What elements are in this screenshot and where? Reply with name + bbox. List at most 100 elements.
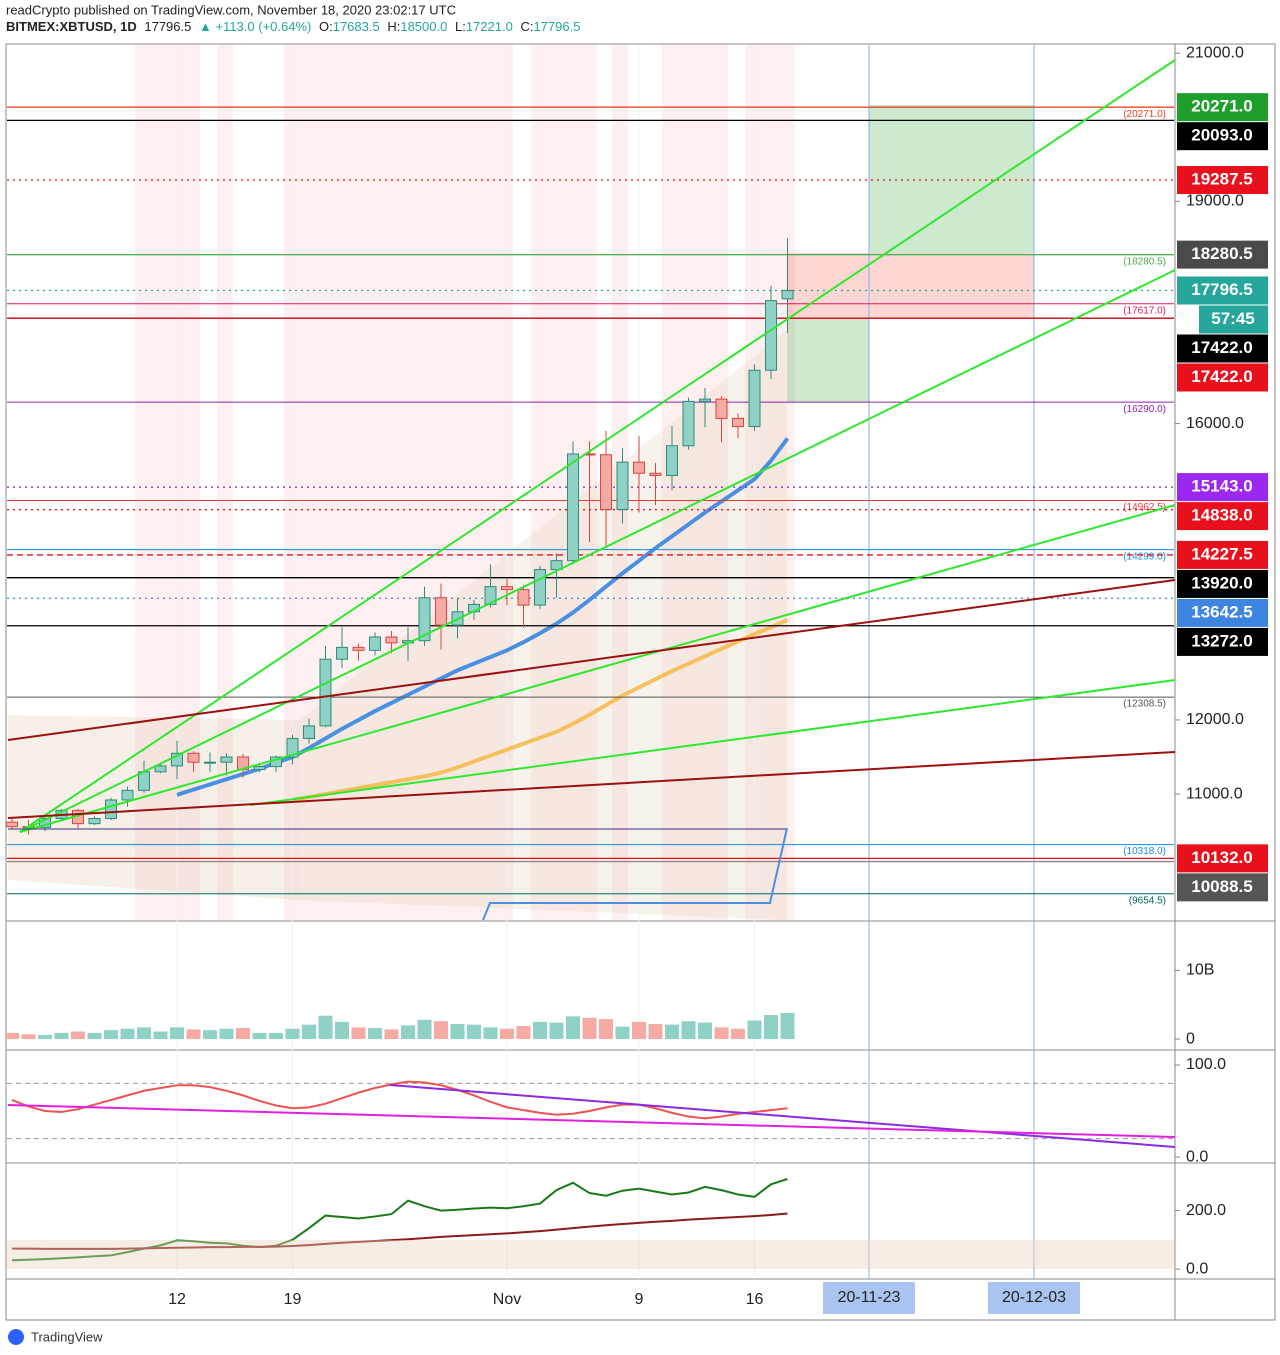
logo bbox=[8, 1329, 24, 1345]
volume-bar bbox=[71, 1031, 85, 1040]
level-label: (14299.0) bbox=[1123, 551, 1166, 562]
price-label: 17422.0 bbox=[1191, 367, 1252, 386]
price-label-box bbox=[1177, 93, 1268, 122]
volume-bar bbox=[549, 1022, 564, 1040]
price-label: 19287.5 bbox=[1191, 170, 1252, 189]
y-tick-label: 0.0 bbox=[1186, 1260, 1208, 1277]
candle-body bbox=[319, 658, 332, 727]
level-label: (10318.0) bbox=[1123, 846, 1166, 857]
candle-body bbox=[6, 821, 18, 828]
change: ▲ +113.0 (+0.64%) bbox=[199, 19, 311, 34]
ohlc-value: 17221.0 bbox=[466, 19, 513, 34]
volume-bar bbox=[648, 1023, 663, 1040]
candle-body bbox=[369, 636, 381, 651]
x-tick-label: 12 bbox=[168, 1291, 186, 1308]
entry-zone bbox=[787, 318, 869, 402]
level-label: (20271.0) bbox=[1123, 109, 1166, 120]
volume-bar bbox=[384, 1029, 399, 1040]
y-tick-label: 12000.0 bbox=[1186, 711, 1244, 728]
volume-bar bbox=[153, 1031, 168, 1040]
volume-bar bbox=[483, 1027, 498, 1040]
level-label: (9654.5) bbox=[1129, 895, 1166, 906]
volume-bar bbox=[351, 1027, 366, 1040]
ohlc-key: L: bbox=[455, 19, 466, 34]
ohlc-key: H: bbox=[387, 19, 400, 34]
price-label: 14838.0 bbox=[1191, 506, 1252, 525]
price-label: 14227.5 bbox=[1191, 544, 1252, 563]
price-label: 13272.0 bbox=[1191, 631, 1252, 650]
y-tick-label: 16000.0 bbox=[1186, 415, 1244, 432]
price-label: 20271.0 bbox=[1191, 97, 1252, 116]
candle-body bbox=[435, 597, 447, 626]
volume-bar bbox=[698, 1022, 712, 1040]
level-label: (18280.5) bbox=[1123, 256, 1166, 267]
price-label: 20093.0 bbox=[1191, 126, 1252, 145]
price-label: 18280.5 bbox=[1191, 244, 1252, 263]
volume-bar bbox=[236, 1028, 250, 1040]
target-zone bbox=[869, 105, 1034, 253]
candle-body bbox=[550, 560, 563, 571]
candle-body bbox=[781, 289, 794, 300]
volume-bar bbox=[269, 1032, 283, 1040]
ohlc-key: C: bbox=[520, 19, 533, 34]
stop-zone bbox=[787, 253, 1034, 318]
volume-bar bbox=[38, 1034, 52, 1040]
y-tick-label: 21000.0 bbox=[1186, 44, 1244, 61]
volume-bar bbox=[335, 1021, 349, 1040]
candle-body bbox=[204, 761, 216, 764]
price-label-box bbox=[1177, 502, 1268, 531]
price-label: 10132.0 bbox=[1191, 848, 1252, 867]
volume-bar bbox=[731, 1028, 745, 1040]
y-tick-label: 100.0 bbox=[1186, 1056, 1226, 1073]
candle-body bbox=[154, 765, 167, 773]
ohlc-value: 17683.5 bbox=[333, 19, 380, 34]
candle-body bbox=[567, 453, 579, 562]
y-tick-label: 10B bbox=[1186, 962, 1214, 979]
candle-body bbox=[616, 461, 629, 511]
y-tick-label: 0 bbox=[1186, 1030, 1195, 1047]
candle-body bbox=[171, 752, 183, 767]
volume-bar bbox=[681, 1021, 696, 1040]
volume-bar bbox=[285, 1028, 300, 1040]
volume-bar bbox=[434, 1021, 448, 1040]
volume-bar bbox=[120, 1028, 135, 1040]
price-label: 13920.0 bbox=[1191, 573, 1252, 592]
price-label-box bbox=[1177, 569, 1268, 598]
volume-bar bbox=[665, 1024, 679, 1040]
volume-bar bbox=[21, 1034, 36, 1040]
price-label-box bbox=[1177, 276, 1268, 305]
volume-bar bbox=[137, 1027, 151, 1040]
date-marker: 20-12-03 bbox=[1002, 1289, 1066, 1306]
volume-bar bbox=[500, 1028, 514, 1040]
volume-bar bbox=[714, 1027, 729, 1040]
volume-bar bbox=[186, 1029, 201, 1040]
level-label: (12308.5) bbox=[1123, 699, 1166, 710]
frame bbox=[5, 43, 1276, 1321]
candle-body bbox=[484, 586, 497, 605]
x-tick-label: 16 bbox=[746, 1291, 764, 1308]
candle-body bbox=[501, 586, 513, 591]
line-series bbox=[292, 618, 789, 802]
y-tick-label: 11000.0 bbox=[1186, 785, 1243, 802]
candle-body bbox=[418, 597, 431, 642]
volume-bar bbox=[747, 1020, 762, 1040]
ohlc-value: 17796.5 bbox=[533, 19, 580, 34]
trend-lines bbox=[7, 59, 1176, 1148]
volume-bar bbox=[54, 1032, 69, 1040]
volume-bar bbox=[87, 1032, 102, 1040]
publisher: readCrypto published on TradingView.com,… bbox=[6, 2, 456, 17]
candle-body bbox=[121, 789, 134, 801]
volume-bar bbox=[104, 1030, 118, 1040]
candle-body bbox=[286, 737, 299, 758]
volume-bar bbox=[252, 1032, 267, 1040]
volume-bar bbox=[467, 1024, 481, 1040]
volume-bar bbox=[599, 1019, 613, 1040]
price-label-box bbox=[1177, 873, 1268, 902]
x-tick-label: 19 bbox=[284, 1291, 302, 1308]
date-marker-box bbox=[823, 1282, 915, 1314]
candle-body bbox=[715, 398, 728, 419]
candle-body bbox=[385, 636, 398, 644]
price-label: 15143.0 bbox=[1191, 477, 1252, 496]
